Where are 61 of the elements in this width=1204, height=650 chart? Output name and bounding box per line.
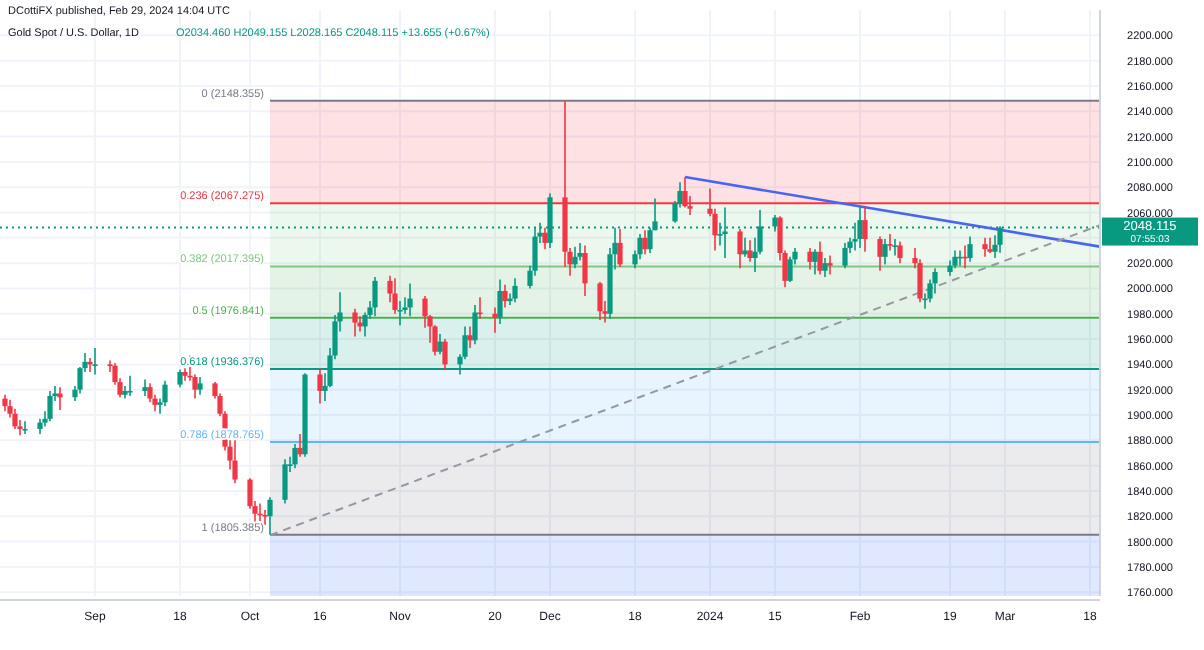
candlestick: [742, 237, 748, 258]
candlestick: [477, 296, 483, 320]
candlestick: [987, 237, 993, 254]
candlestick: [292, 443, 298, 469]
candlestick: [442, 338, 448, 371]
candlestick: [897, 240, 903, 264]
candlestick: [267, 496, 273, 536]
candlestick: [822, 257, 828, 278]
candlestick: [12, 407, 18, 430]
candlestick: [372, 276, 378, 318]
candlestick: [297, 433, 303, 458]
candlestick: [737, 228, 743, 269]
candlestick: [502, 283, 508, 309]
candlestick: [992, 234, 998, 259]
candlestick: [582, 244, 588, 297]
candlestick: [467, 325, 473, 349]
candlestick: [572, 245, 578, 269]
candlestick: [47, 390, 53, 423]
candlestick: [642, 229, 648, 256]
candlestick: [262, 509, 268, 526]
candlestick: [597, 281, 603, 321]
candlestick: [842, 242, 848, 269]
candlestick: [497, 278, 503, 325]
candlestick: [472, 304, 478, 345]
candlestick: [127, 374, 133, 397]
candlestick: [512, 277, 518, 304]
candlestick: [392, 277, 398, 315]
candlestick: [887, 233, 893, 252]
candlestick: [147, 382, 153, 404]
candlestick: [827, 254, 833, 276]
candlestick: [807, 247, 813, 271]
candlestick: [407, 282, 413, 318]
candlestick: [932, 267, 938, 295]
candlestick: [282, 458, 288, 505]
candlestick: [352, 307, 358, 338]
candlestick: [747, 239, 753, 263]
candlestick: [817, 240, 823, 276]
candlestick: [437, 333, 443, 356]
candlestick: [92, 347, 98, 376]
candlestick: [162, 380, 168, 407]
candlestick: [142, 378, 148, 397]
candlestick: [967, 235, 973, 263]
candlestick: [542, 226, 548, 251]
candlestick: [232, 439, 238, 485]
candlestick: [87, 357, 93, 373]
candlestick: [317, 367, 323, 405]
candlestick: [617, 228, 623, 268]
candlestick: [22, 420, 28, 435]
candlestick: [787, 256, 793, 283]
candlestick: [637, 233, 643, 261]
candlestick: [57, 386, 63, 411]
candlestick: [397, 300, 403, 326]
candlestick: [812, 248, 818, 276]
candlestick: [192, 373, 198, 400]
candlestick: [982, 237, 988, 258]
candlestick: [182, 367, 188, 382]
candlestick: [877, 235, 883, 272]
candlestick: [577, 242, 583, 262]
candlestick: [892, 238, 898, 257]
candlestick: [492, 306, 498, 334]
candlestick: [882, 238, 888, 266]
